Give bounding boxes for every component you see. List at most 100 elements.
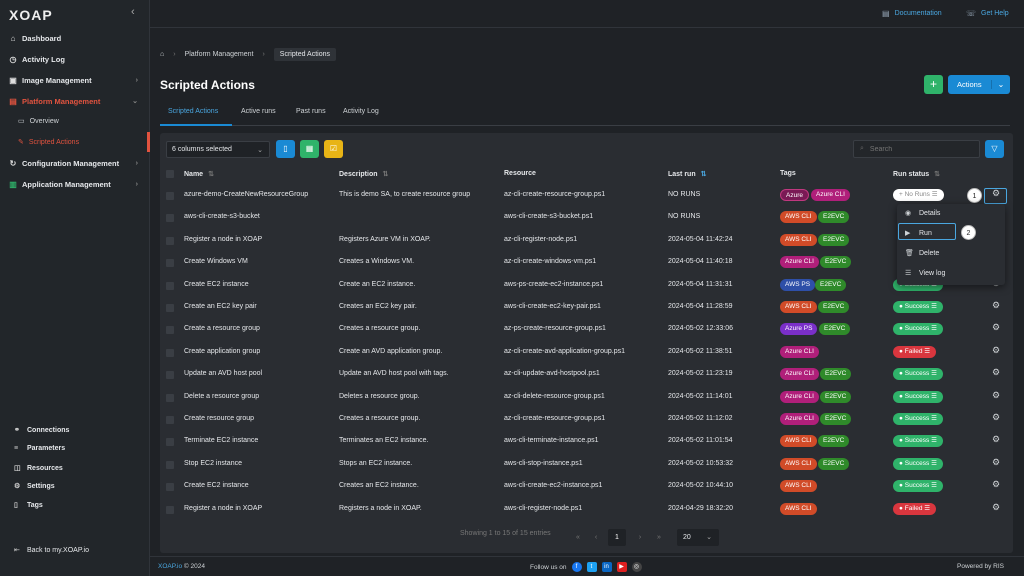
next-page-icon[interactable]: › [638, 534, 642, 541]
select-all-button[interactable]: ☑ [324, 140, 343, 158]
sidebar-item-platform-management[interactable]: ▤ Platform Management ⌄ [8, 93, 146, 109]
cell-name[interactable]: Register a node in XOAP [184, 235, 263, 243]
row-checkbox[interactable] [166, 416, 174, 424]
youtube-icon[interactable]: ▶ [616, 562, 627, 572]
status-badge[interactable]: ● Success ☰ [893, 457, 943, 470]
facebook-icon[interactable]: f [571, 562, 582, 572]
status-badge[interactable]: ● Success ☰ [893, 323, 943, 336]
row-checkbox[interactable] [166, 460, 174, 469]
gear-icon[interactable]: ⚙ [992, 322, 1001, 333]
column-header-name[interactable]: Name ⇅ [184, 170, 214, 178]
export-csv-button[interactable]: ▯ [276, 140, 295, 158]
back-link[interactable]: ⇤ Back to my.XOAP.io [14, 546, 89, 555]
gear-icon[interactable]: ⚙ [992, 434, 1001, 445]
cell-name[interactable]: Create Windows VM [184, 258, 248, 266]
row-checkbox[interactable] [166, 281, 174, 290]
column-header-last-run[interactable]: Last run ⇅ [668, 170, 707, 178]
footer-brand-link[interactable]: XOAP.io [158, 563, 183, 570]
twitter-icon[interactable]: t [586, 562, 597, 572]
gear-icon[interactable]: ⚙ [992, 479, 1001, 490]
cell-name[interactable]: Register a node in XOAP [184, 504, 263, 512]
menu-item-view-log[interactable]: ☰ View log [905, 269, 945, 278]
sidebar-item-overview[interactable]: ▭ Overview [18, 117, 59, 126]
gear-icon[interactable]: ⚙ [992, 412, 1001, 422]
cell-name[interactable]: aws-cli-create-s3-bucket [184, 213, 260, 221]
column-header-run-status[interactable]: Run status ⇅ [893, 170, 940, 178]
cell-name[interactable]: Delete a resource group [184, 392, 260, 400]
cell-name[interactable]: Terminate EC2 instance [184, 437, 259, 445]
column-selector[interactable]: 6 columns selected ⌄ [166, 141, 270, 158]
cell-name[interactable]: Create an EC2 key pair [184, 303, 257, 310]
github-icon[interactable]: ◎ [631, 562, 642, 572]
prev-page-icon[interactable]: ‹ [594, 534, 598, 541]
menu-item-delete[interactable]: 🗑 Delete [905, 249, 939, 258]
status-badge[interactable]: ● Success ☰ [893, 413, 943, 425]
linkedin-icon[interactable]: in [601, 562, 612, 572]
chevron-left-icon[interactable]: ‹ [131, 6, 135, 18]
row-checkbox[interactable] [166, 438, 174, 447]
gear-icon[interactable]: ⚙ [992, 344, 1001, 355]
cell-name[interactable]: Create a resource group [184, 325, 260, 333]
row-checkbox[interactable] [166, 393, 174, 402]
gear-icon[interactable]: ⚙ [992, 456, 1001, 467]
status-badge[interactable]: ● Failed ☰ [893, 502, 937, 515]
menu-item-run[interactable]: ▶ Run [905, 229, 932, 238]
status-badge[interactable]: ● Success ☰ [893, 368, 943, 381]
xoap-logo[interactable]: XOAP [9, 7, 53, 23]
status-badge[interactable]: ● Success ☰ [893, 480, 943, 493]
status-badge[interactable]: ● Success ☰ [893, 435, 943, 448]
menu-item-details[interactable]: ◉ Details [905, 209, 940, 218]
select-all-checkbox[interactable] [166, 170, 174, 178]
sidebar-item-configuration-management[interactable]: ↻ Configuration Management › [8, 155, 146, 171]
row-checkbox[interactable] [166, 304, 174, 312]
tab-scripted-actions[interactable]: Scripted Actions [168, 108, 219, 115]
search-box[interactable]: ⌕ [853, 140, 980, 158]
documentation-link[interactable]: ▤ Documentation [882, 9, 942, 18]
row-checkbox[interactable] [166, 505, 174, 514]
first-page-icon[interactable]: « [576, 534, 580, 541]
export-excel-button[interactable]: ▦ [300, 140, 319, 158]
tab-past-runs[interactable]: Past runs [296, 108, 326, 115]
search-input[interactable] [869, 145, 970, 153]
chevron-down-icon[interactable]: ⌄ [991, 80, 1010, 89]
cell-name[interactable]: Create EC2 instance [184, 482, 249, 490]
cell-name[interactable]: Create application group [184, 347, 261, 355]
row-checkbox[interactable] [166, 236, 174, 245]
row-checkbox[interactable] [166, 259, 174, 268]
row-checkbox[interactable] [166, 348, 174, 357]
cell-name[interactable]: Create EC2 instance [184, 280, 249, 288]
status-badge[interactable]: ● Success ☰ [893, 301, 943, 313]
filter-button[interactable]: ▽ [985, 140, 1004, 158]
get-help-link[interactable]: ☏ Get Help [966, 9, 1009, 18]
cell-name[interactable]: Update an AVD host pool [184, 370, 263, 378]
gear-icon[interactable]: ⚙ [992, 300, 1001, 310]
cell-name[interactable]: Stop EC2 instance [184, 459, 242, 467]
cell-name[interactable]: azure-demo-CreateNewResourceGroup [184, 191, 309, 198]
per-page-select[interactable]: 20 ⌄ [677, 529, 719, 546]
sidebar-item-application-management[interactable]: ▥ Application Management › [8, 176, 146, 192]
tab-activity-log[interactable]: Activity Log [343, 108, 379, 115]
sidebar-item-resources[interactable]: ◫ Resources [14, 464, 63, 473]
gear-icon[interactable]: ⚙ [992, 501, 1001, 512]
sidebar-item-connections[interactable]: ⚭ Connections [14, 426, 69, 435]
tab-active-runs[interactable]: Active runs [241, 108, 276, 115]
home-icon[interactable]: ⌂ [160, 50, 165, 58]
sort-icon[interactable]: ⇅ [934, 171, 941, 178]
status-badge[interactable]: ● Failed ☰ [893, 345, 937, 358]
gear-icon[interactable]: ⚙ [992, 188, 1001, 198]
sidebar-item-tags[interactable]: ▯ Tags [14, 501, 43, 510]
sort-icon[interactable]: ⇅ [208, 171, 214, 178]
status-badge[interactable]: + No Runs ☰ [893, 189, 944, 201]
cell-name[interactable]: Create resource group [184, 415, 255, 422]
add-button[interactable]: + [924, 75, 943, 94]
sidebar-item-activity-log[interactable]: ◷ Activity Log [8, 51, 146, 67]
breadcrumb-platform-management[interactable]: Platform Management [184, 50, 254, 58]
actions-button[interactable]: Actions ⌄ [948, 75, 1010, 94]
sidebar-item-dashboard[interactable]: ⌂ Dashboard [8, 30, 146, 46]
row-checkbox[interactable] [166, 371, 174, 380]
gear-icon[interactable]: ⚙ [992, 389, 1001, 400]
column-header-description[interactable]: Description ⇅ [339, 170, 388, 178]
sort-desc-icon[interactable]: ⇅ [700, 171, 707, 178]
row-checkbox[interactable] [166, 192, 174, 200]
last-page-icon[interactable]: » [657, 534, 661, 541]
